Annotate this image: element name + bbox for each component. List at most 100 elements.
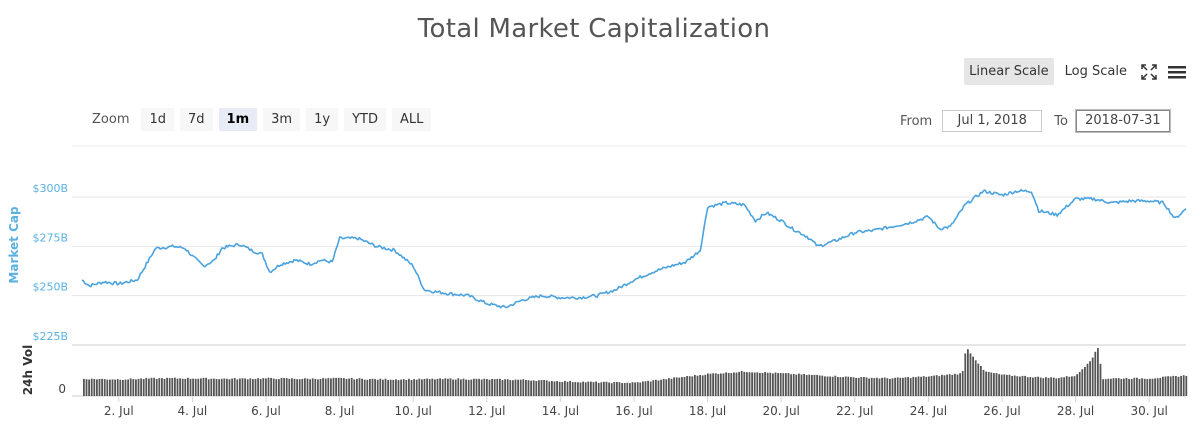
volume-bar (1154, 378, 1156, 396)
volume-bar (551, 381, 553, 396)
volume-bar (363, 379, 366, 396)
volume-bar (306, 378, 309, 396)
volume-bar (228, 379, 231, 396)
volume-bar (179, 378, 181, 396)
volume-bar (579, 382, 582, 396)
volume-bar (634, 382, 636, 396)
market-cap-line (81, 189, 1187, 309)
y-axis-label-volume: 24h Vol (21, 345, 35, 395)
x-tick-label: 2. Jul (104, 404, 134, 418)
volume-bar (428, 379, 431, 396)
volume-bar (1034, 376, 1037, 396)
volume-bar (701, 375, 704, 396)
volume-bar (101, 378, 103, 396)
volume-bar (293, 378, 296, 396)
volume-bar (1097, 348, 1099, 396)
volume-bar (538, 380, 540, 396)
volume-bar (1133, 377, 1136, 396)
volume-bar (285, 378, 288, 396)
volume-bar (371, 378, 374, 396)
volume-bar (595, 381, 597, 396)
volume-bar (514, 379, 517, 396)
volume-bar (899, 377, 902, 396)
volume-bar (1071, 376, 1073, 396)
volume-bar (1169, 376, 1172, 396)
volume-bar (311, 378, 314, 396)
volume-bar (473, 378, 475, 396)
volume-bar (1024, 375, 1026, 396)
volume-bar (600, 382, 603, 396)
volume-bar (1055, 378, 1058, 396)
volume-bar (241, 378, 244, 396)
linear-scale-button[interactable]: Linear Scale (964, 58, 1054, 85)
volume-bar (1003, 374, 1006, 396)
volume-bar (519, 379, 522, 396)
market-cap-series (81, 189, 1187, 309)
volume-bar (748, 372, 751, 396)
volume-bar (517, 379, 519, 396)
x-tick-label: 6. Jul (251, 404, 281, 418)
date-range-selector: From Jul 1, 2018 To 2018-07-31 (900, 109, 1171, 133)
volume-bar (961, 371, 964, 396)
volume-bar (467, 379, 470, 396)
volume-bar (769, 372, 772, 396)
volume-bar (761, 372, 764, 396)
volume-bar (1156, 378, 1159, 396)
volume-bar (670, 378, 673, 396)
volume-bar (210, 378, 213, 396)
volume-bar (608, 382, 610, 396)
volume-bar (987, 371, 990, 396)
volume-bar (863, 377, 865, 396)
volume-bar (145, 377, 148, 396)
volume-bar (951, 374, 954, 396)
volume-bar (1136, 377, 1138, 396)
zoom-button-3m[interactable]: 3m (263, 108, 301, 131)
volume-bar (837, 377, 839, 396)
volume-bar (1123, 378, 1125, 396)
zoom-button-7d[interactable]: 7d (180, 108, 213, 131)
volume-bar (189, 378, 192, 396)
volume-bar (488, 379, 491, 396)
scale-toolbar: Linear Scale Log Scale (964, 58, 1188, 85)
volume-bar (142, 379, 145, 396)
x-tick-label: 30. Jul (1131, 404, 1168, 418)
volume-bar (787, 373, 790, 396)
volume-bar (194, 378, 197, 396)
log-scale-button[interactable]: Log Scale (1064, 64, 1127, 79)
volume-bar (779, 373, 782, 396)
fullscreen-icon[interactable] (1138, 61, 1160, 83)
to-date-input[interactable]: 2018-07-31 (1074, 109, 1171, 133)
from-date-input[interactable]: Jul 1, 2018 (942, 110, 1043, 132)
volume-bar (621, 383, 623, 396)
volume-bar (1162, 376, 1164, 396)
zoom-button-all[interactable]: ALL (391, 108, 432, 131)
zoom-button-1d[interactable]: 1d (141, 108, 175, 131)
volume-bar (844, 376, 847, 396)
zoom-button-1y[interactable]: 1y (306, 108, 339, 131)
volume-bar (956, 374, 959, 396)
volume-bar (90, 378, 93, 396)
volume-bar (1180, 375, 1182, 396)
volume-bar (860, 377, 863, 396)
x-tick-label: 12. Jul (468, 404, 505, 418)
volume-bar (1037, 376, 1039, 396)
volume-bar (153, 377, 155, 396)
volume-bar (712, 373, 714, 396)
zoom-button-ytd[interactable]: YTD (344, 108, 386, 131)
volume-bar (239, 378, 241, 396)
volume-bar (930, 376, 933, 396)
zoom-button-1m[interactable]: 1m (218, 108, 258, 131)
volume-bar (668, 378, 670, 396)
volume-bar (1128, 379, 1130, 396)
y-tick-label: $275B (32, 231, 68, 244)
volume-bar (798, 373, 800, 396)
volume-bar (1052, 377, 1055, 396)
volume-bar (1045, 377, 1047, 396)
x-tick-label: 16. Jul (615, 404, 652, 418)
hamburger-menu-icon[interactable] (1166, 61, 1188, 83)
volume-bar (909, 378, 912, 396)
volume-bar (449, 378, 452, 396)
volume-bar (785, 373, 787, 396)
volume-bar (915, 377, 917, 396)
volume-bar (969, 353, 972, 396)
